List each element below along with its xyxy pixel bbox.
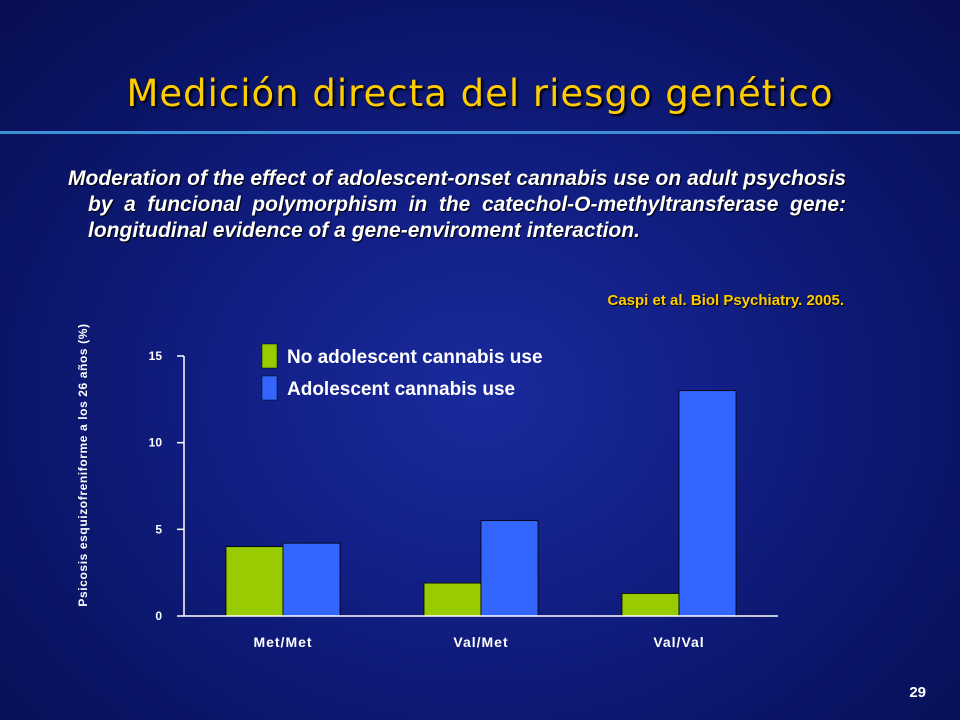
- bar-val-met-series-1: [423, 582, 482, 617]
- study-subtitle: Moderation of the effect of adolescent-o…: [68, 167, 846, 242]
- x-tick-label: Val/Val: [653, 634, 704, 650]
- y-tick-label: 5: [155, 522, 162, 536]
- page-number: 29: [909, 684, 926, 701]
- bar-chart: Met/Met Val/Met Val/Val 0 5 10 15 Psicosis esqu…: [76, 323, 778, 650]
- legend-swatch-2: [261, 375, 278, 401]
- legend-swatch-1: [261, 343, 278, 369]
- bar-val-met-series-2: [480, 520, 539, 617]
- legend-label-1: No adolescent cannabis use: [287, 347, 543, 368]
- y-tick-label: 15: [149, 349, 163, 363]
- y-axis-label: Psicosis esquizofreniforme a los 26 años…: [76, 323, 90, 606]
- x-tick-label: Val/Met: [453, 634, 508, 650]
- bar-val-val-series-2: [678, 390, 737, 617]
- title-divider: [0, 131, 960, 134]
- slide-title: Medición directa del riesgo genético: [126, 72, 834, 115]
- y-tick-label: 0: [155, 609, 162, 623]
- x-tick-label: Met/Met: [253, 634, 312, 650]
- y-tick-label: 10: [149, 436, 163, 450]
- citation: Caspi et al. Biol Psychiatry. 2005.: [607, 292, 845, 309]
- bar-val-val-series-1: [621, 593, 680, 617]
- bar-met-met-series-1: [225, 546, 284, 617]
- legend-label-2: Adolescent cannabis use: [287, 379, 515, 400]
- bar-met-met-series-2: [282, 542, 341, 617]
